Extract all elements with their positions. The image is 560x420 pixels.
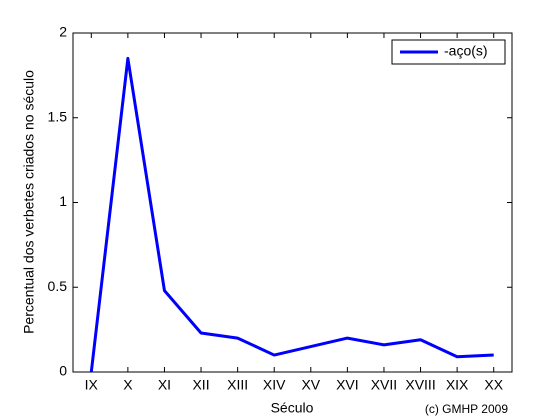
- x-tick-label: XX: [484, 377, 503, 393]
- y-tick-label: 1.5: [48, 108, 68, 124]
- y-axis-label: Percentual dos verbetes criados no sécul…: [21, 70, 37, 334]
- x-tick-label: XI: [158, 377, 171, 393]
- legend-label: -aço(s): [444, 43, 488, 59]
- x-tick-label: XIX: [446, 377, 469, 393]
- x-tick-label: IX: [85, 377, 99, 393]
- x-tick-label: XIV: [263, 377, 286, 393]
- x-axis-label: Século: [271, 400, 314, 416]
- x-tick-label: XII: [192, 377, 209, 393]
- x-tick-label: XVII: [371, 377, 397, 393]
- y-tick-label: 0.5: [48, 278, 68, 294]
- y-tick-label: 1: [59, 193, 67, 209]
- x-tick-label: XVIII: [405, 377, 435, 393]
- y-tick-label: 2: [59, 24, 67, 40]
- x-tick-label: XV: [301, 377, 320, 393]
- y-tick-label: 0: [59, 363, 67, 379]
- data-line: [89, 56, 494, 373]
- footnote: (c) GMHP 2009: [425, 402, 508, 416]
- x-tick-label: XVI: [336, 377, 359, 393]
- x-tick-label: X: [123, 377, 133, 393]
- x-tick-label: XIII: [227, 377, 248, 393]
